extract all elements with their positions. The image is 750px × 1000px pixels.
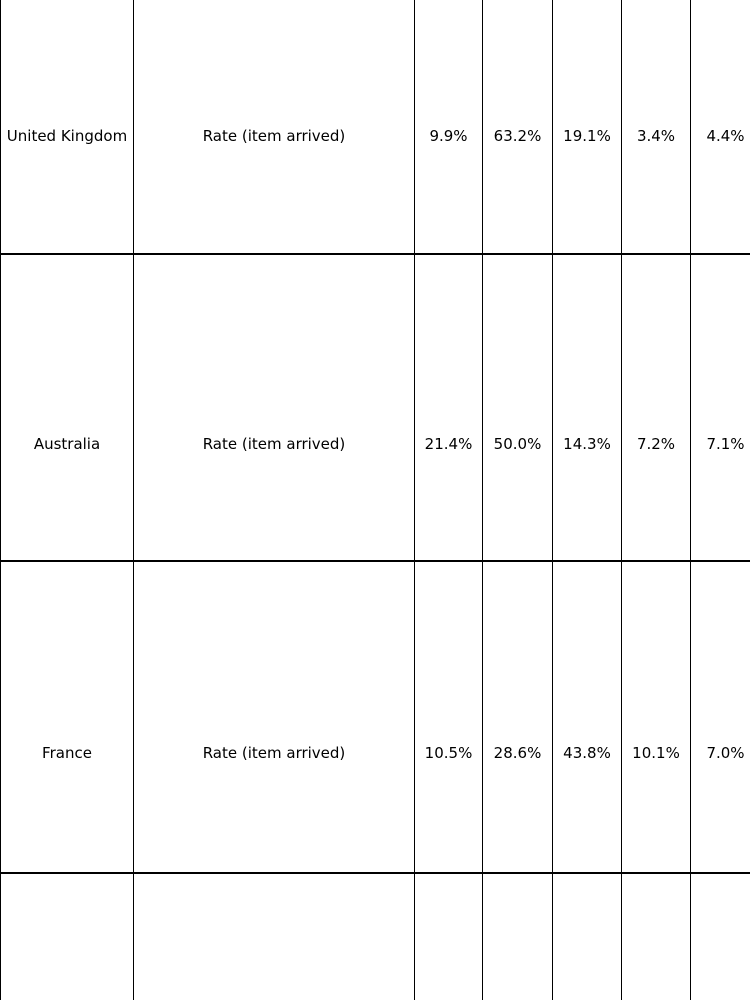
value-cell: 9.9%: [414, 0, 483, 255]
metric-cell: [133, 872, 415, 1000]
value-cell: 21.4%: [414, 253, 483, 562]
table-row-australia: Australia Rate (item arrived) 21.4% 50.0…: [0, 253, 750, 562]
value-cell: 19.1%: [552, 0, 622, 255]
value-cell: 4.4%: [690, 0, 750, 255]
table-row-france: France Rate (item arrived) 10.5% 28.6% 4…: [0, 560, 750, 874]
value-cell: [414, 872, 483, 1000]
value-cell: 14.3%: [552, 253, 622, 562]
value-cell: 3.4%: [621, 0, 691, 255]
value-cell: 7.2%: [621, 253, 691, 562]
value-cell: 63.2%: [482, 0, 553, 255]
value-cell: [690, 872, 750, 1000]
table-row-united-kingdom: United Kingdom Rate (item arrived) 9.9% …: [0, 0, 750, 255]
value-cell: 7.1%: [690, 253, 750, 562]
table-row-partial: [0, 872, 750, 1000]
metric-cell: Rate (item arrived): [133, 560, 415, 874]
value-cell: 7.0%: [690, 560, 750, 874]
value-cell: 50.0%: [482, 253, 553, 562]
value-cell: [482, 872, 553, 1000]
country-cell: Australia: [0, 253, 134, 562]
value-cell: 10.5%: [414, 560, 483, 874]
country-cell: France: [0, 560, 134, 874]
value-cell: [552, 872, 622, 1000]
metric-cell: Rate (item arrived): [133, 253, 415, 562]
value-cell: [621, 872, 691, 1000]
value-cell: 43.8%: [552, 560, 622, 874]
country-cell: [0, 872, 134, 1000]
country-cell: United Kingdom: [0, 0, 134, 255]
value-cell: 10.1%: [621, 560, 691, 874]
metric-cell: Rate (item arrived): [133, 0, 415, 255]
value-cell: 28.6%: [482, 560, 553, 874]
